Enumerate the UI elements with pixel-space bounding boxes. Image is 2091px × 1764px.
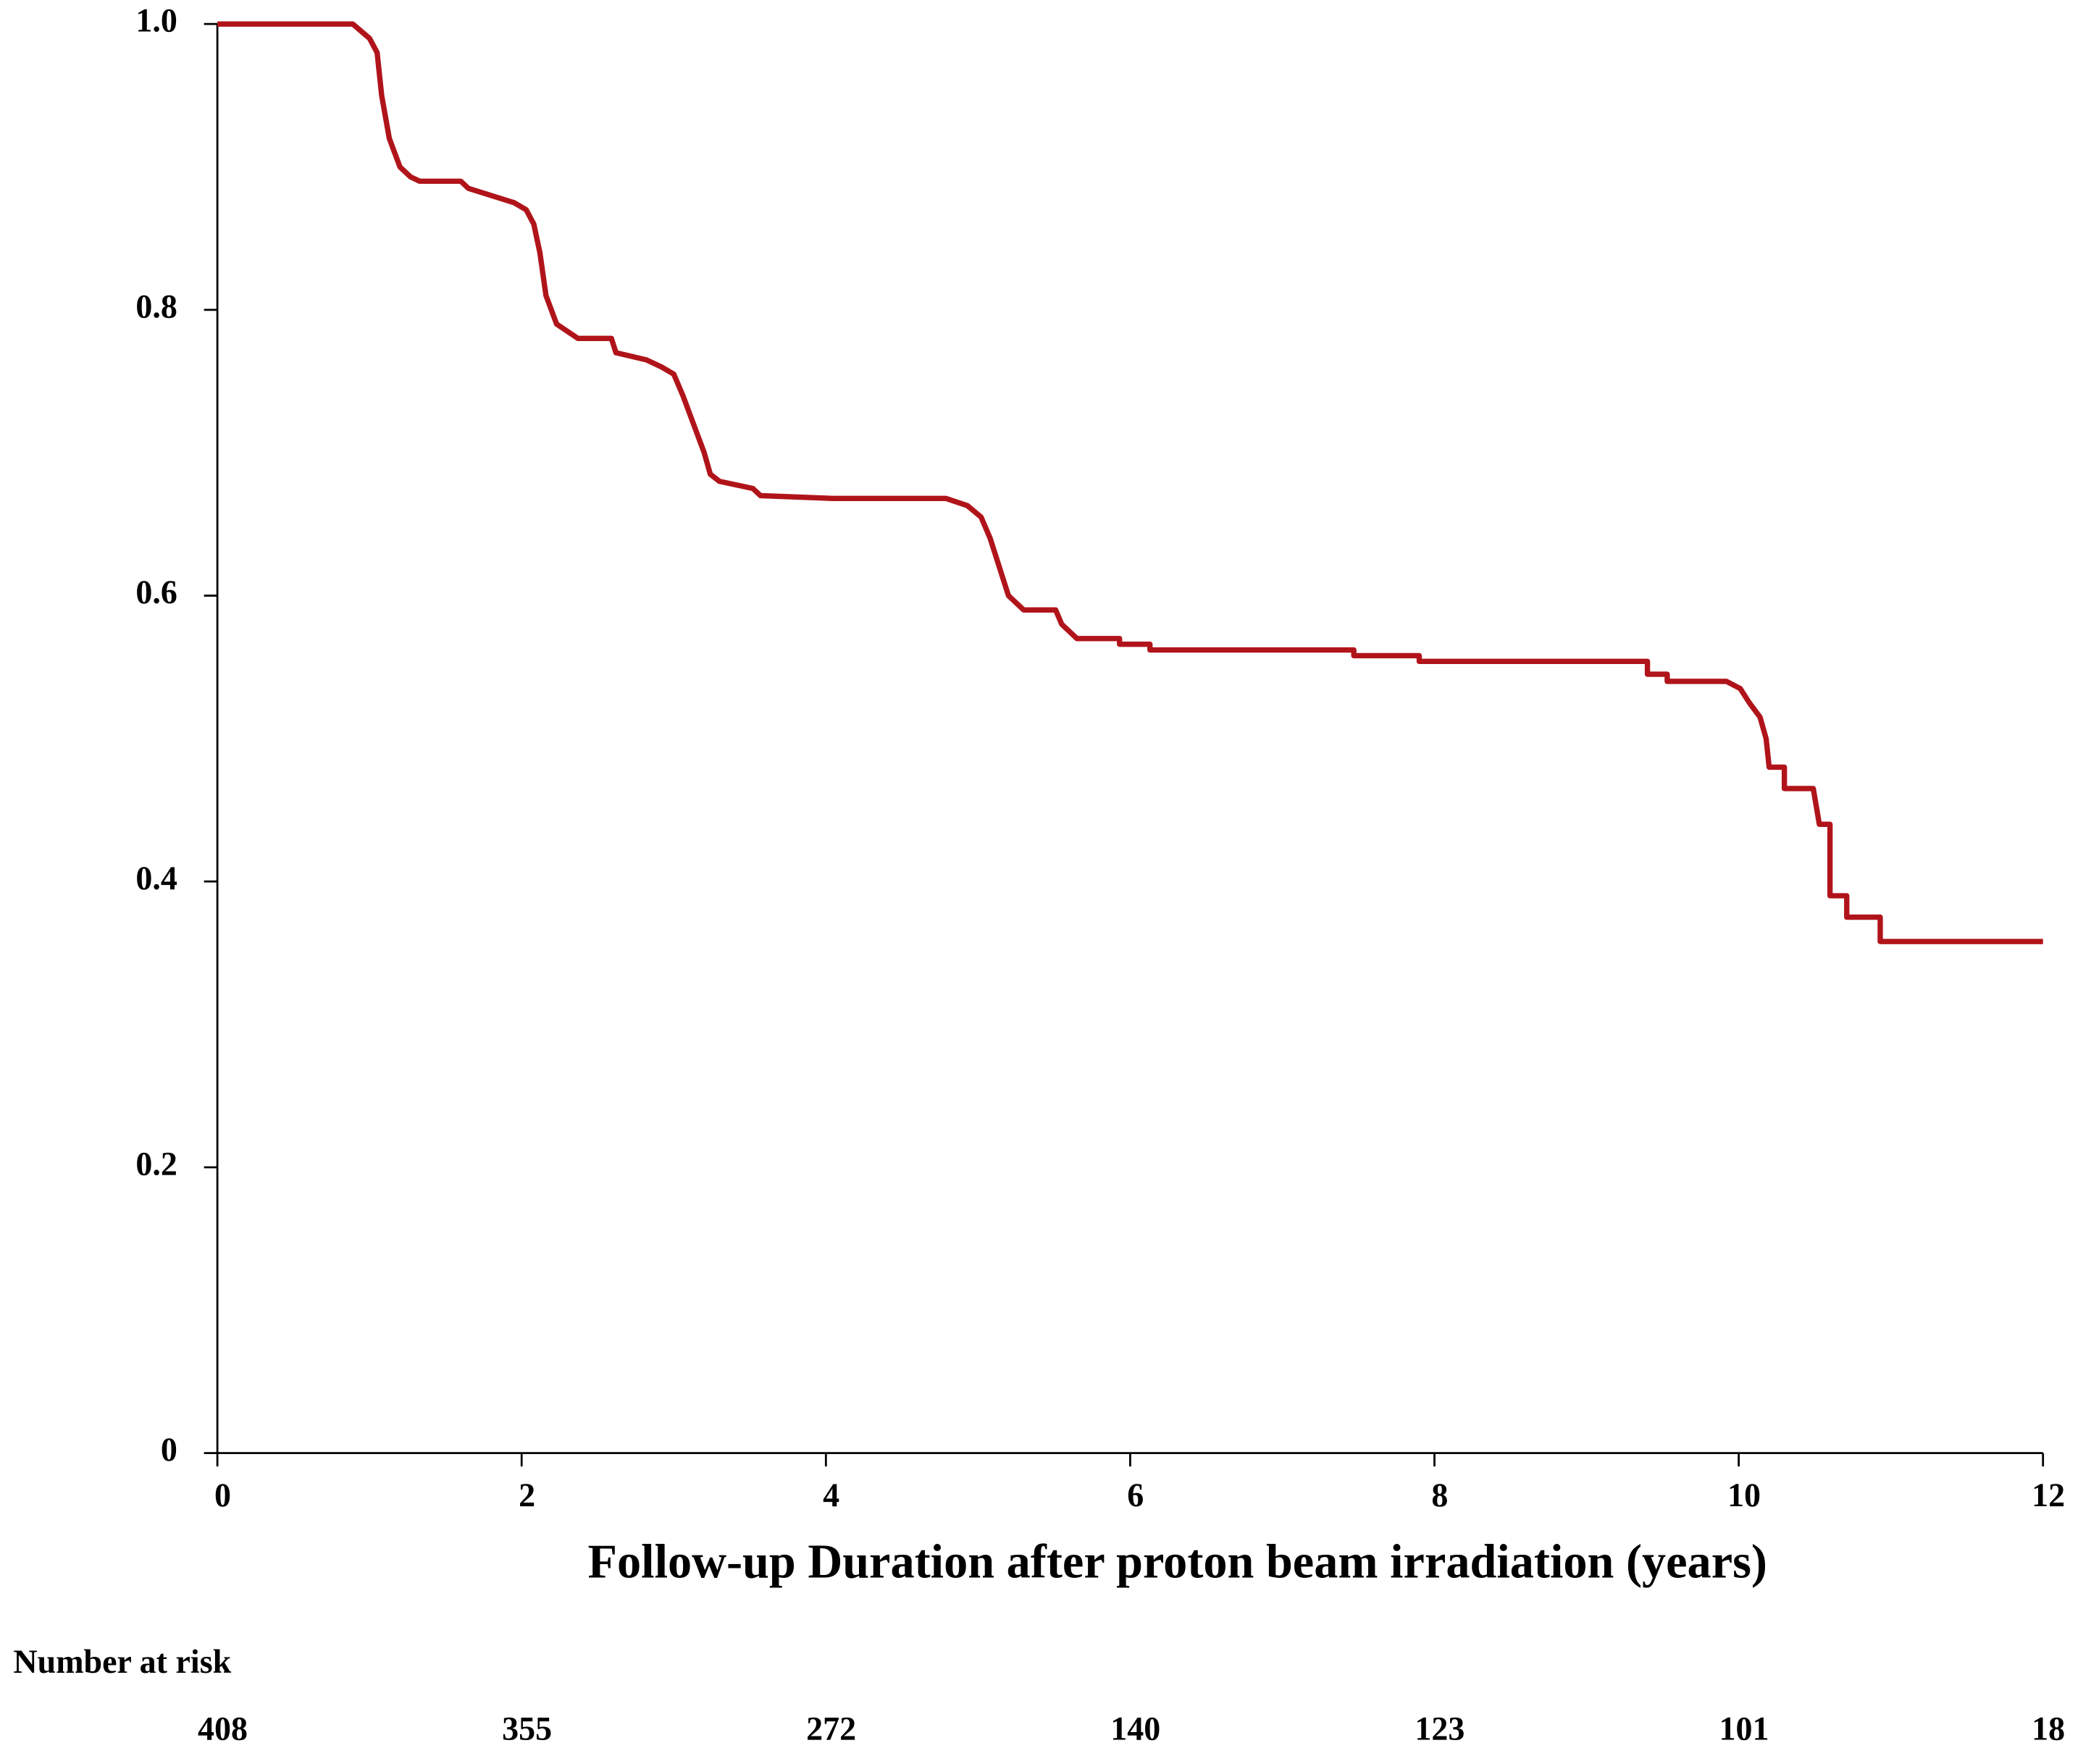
y-tick-label: 0.6 (135, 574, 177, 610)
y-tick-label: 0.4 (135, 860, 177, 896)
x-tick-label: 8 (1431, 1477, 1448, 1513)
at-risk-count: 123 (1415, 1710, 1464, 1747)
survival-curve (217, 21, 2043, 944)
at-risk-count: 18 (2032, 1710, 2065, 1747)
at-risk-count: 355 (502, 1710, 552, 1747)
x-tick-label: 0 (214, 1477, 231, 1513)
at-risk-count: 272 (806, 1710, 856, 1747)
x-tick-label: 4 (823, 1477, 839, 1513)
x-axis-title: Follow-up Duration after proton beam irr… (588, 1535, 1767, 1588)
y-tick-label: 1.0 (135, 2, 177, 39)
at-risk-count: 101 (1719, 1710, 1769, 1747)
risk-title: Number at risk (13, 1643, 231, 1680)
at-risk-count: 408 (198, 1710, 248, 1747)
y-tick-label: 0 (161, 1431, 177, 1468)
x-tick-label: 10 (1727, 1477, 1761, 1513)
x-tick-label: 2 (519, 1477, 535, 1513)
at-risk-count: 140 (1110, 1710, 1160, 1747)
y-tick-label: 0.2 (135, 1146, 177, 1183)
y-tick-label: 0.8 (135, 287, 177, 324)
x-tick-label: 6 (1127, 1477, 1144, 1513)
x-tick-label: 12 (2032, 1477, 2065, 1513)
